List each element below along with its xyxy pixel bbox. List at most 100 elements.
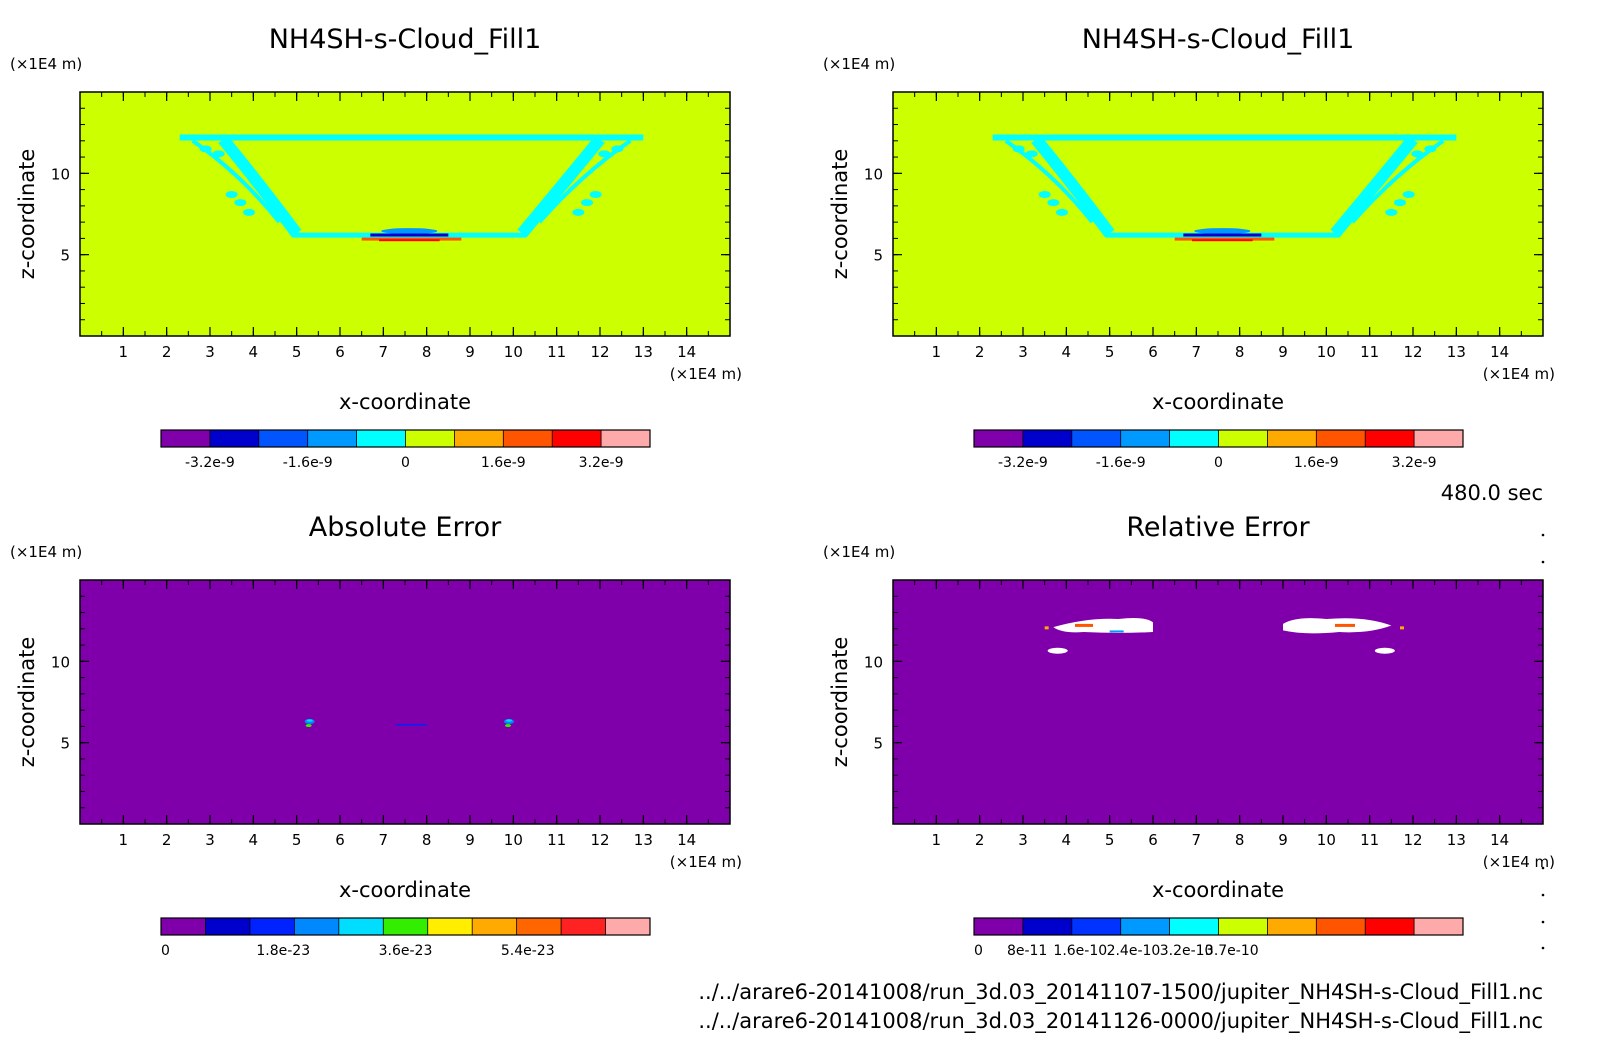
colorbar: 0 1.8e-23 3.6e-23 5.4e-23 <box>160 917 651 959</box>
x-tick-label: 9 <box>465 831 475 849</box>
cloud-blob <box>589 190 602 198</box>
cloud-center-navy <box>1183 233 1262 237</box>
cloud-blob <box>199 145 212 153</box>
time-label: 480.0 sec <box>1441 481 1543 505</box>
x-tick-label: 13 <box>634 831 653 849</box>
colorbar-swatch <box>472 918 518 935</box>
x-tick-label: 12 <box>1403 831 1422 849</box>
cloud-blob <box>225 190 238 198</box>
cloud-blob <box>234 199 247 207</box>
colorbar-swatch <box>1169 918 1219 935</box>
x-tick-label: 13 <box>634 343 653 361</box>
cloud-center-navy <box>370 233 449 237</box>
colorbar-swatch <box>1267 918 1317 935</box>
colorbar-swatch <box>974 918 1024 935</box>
rel-spot <box>1400 626 1404 630</box>
error-spot-core <box>306 719 313 722</box>
x-tick-label: 4 <box>249 343 259 361</box>
colorbar-swatch <box>161 918 206 935</box>
colorbar-swatch <box>258 430 309 447</box>
margin-dot <box>1541 893 1545 897</box>
colorbar-tick-label: 5.4e-23 <box>501 943 555 959</box>
cloud-blob <box>1012 145 1025 153</box>
x-tick-label: 4 <box>249 831 259 849</box>
x-tick-label: 2 <box>975 343 985 361</box>
cloud-blob <box>243 208 255 216</box>
panel-3: Absolute Error(×1E4 m)1 2 3 4 5 6 7 8 9 10 11 12 13 1… <box>10 512 742 959</box>
colorbar-tick-label: -3.2e-9 <box>185 455 235 471</box>
colorbar-swatch <box>383 918 429 935</box>
panel-title: Relative Error <box>1126 512 1310 543</box>
field-area <box>80 580 730 824</box>
y-unit: (×1E4 m) <box>10 55 82 73</box>
colorbar-tick-label: -3.2e-9 <box>998 455 1048 471</box>
undefined-region-left <box>1053 617 1153 633</box>
colorbar-swatch <box>552 430 602 447</box>
cloud-blob <box>1025 150 1038 158</box>
margin-dot <box>1541 866 1545 870</box>
x-tick-label: 5 <box>1105 343 1115 361</box>
colorbar-frame <box>160 917 651 936</box>
x-tick-label: 1 <box>932 831 942 849</box>
x-tick-label: 3 <box>205 831 215 849</box>
x-tick-label: 1 <box>119 343 129 361</box>
x-tick-label: 4 <box>1062 343 1072 361</box>
colorbar-tick-label: 0 <box>1214 455 1223 471</box>
margin-dot <box>1541 533 1545 537</box>
x-tick-label: 1 <box>119 831 129 849</box>
panel-4: Relative Error(×1E4 m)1 2 3 4 5 6 7 8 9 10 11 12 13 1… <box>823 512 1555 959</box>
colorbar-swatch <box>601 430 651 447</box>
cloud-center-blue <box>381 228 438 235</box>
x-tick-label: 8 <box>422 831 432 849</box>
y-axis-label: z-coordinate <box>15 637 39 768</box>
colorbar-tick-label: 1.8e-23 <box>256 943 310 959</box>
panel-1: NH4SH-s-Cloud_Fill1(×1E4 m)1 2 3 4 5 6 7 8 9 10 11… <box>10 24 742 471</box>
x-tick-label: 7 <box>1192 831 1202 849</box>
cloud-left-edge <box>1031 135 1115 238</box>
colorbar-swatch <box>356 430 406 447</box>
colorbar-tick-label: 3.6e-23 <box>379 943 433 959</box>
x-tick-label: 13 <box>1447 831 1466 849</box>
field-area <box>80 92 730 336</box>
x-tick-label: 2 <box>975 831 985 849</box>
x-tick-label: 5 <box>292 343 302 361</box>
colorbar-swatch <box>1120 918 1171 935</box>
colorbar-swatch <box>161 430 211 447</box>
x-tick-label: 12 <box>590 831 609 849</box>
colorbar-swatch <box>503 430 553 447</box>
colorbar: -3.2e-9 -1.6e-9 0 1.6e-9 3.2e-9 <box>160 429 651 471</box>
colorbar-swatch <box>1071 430 1122 447</box>
x-tick-label: 6 <box>1148 831 1158 849</box>
x-tick-label: 11 <box>547 343 566 361</box>
colorbar-swatch <box>974 430 1024 447</box>
field-background <box>893 580 1543 824</box>
colorbar-tick-label: 0 <box>161 943 170 959</box>
cloud-blob <box>1047 199 1060 207</box>
x-tick-label: 3 <box>1018 831 1028 849</box>
colorbar-swatch <box>1414 918 1464 935</box>
cloud-blob <box>581 199 593 207</box>
rel-spot <box>1075 623 1093 627</box>
colorbar-swatch <box>338 918 384 935</box>
colorbar-swatch <box>1316 430 1366 447</box>
rel-spot <box>1335 623 1355 627</box>
cloud-center-red <box>379 239 440 242</box>
cloud-blob <box>598 150 611 158</box>
x-tick-label: 3 <box>1018 343 1028 361</box>
x-tick-label: 6 <box>335 831 345 849</box>
colorbar-swatch <box>605 918 651 935</box>
x-tick-label: 11 <box>1360 343 1379 361</box>
colorbar-swatch <box>405 430 455 447</box>
rel-spot <box>1044 626 1049 630</box>
colorbar-swatch <box>561 918 607 935</box>
error-spot-center <box>396 723 427 726</box>
y-tick-label: 10 <box>51 653 70 671</box>
colorbar-swatch <box>1169 430 1219 447</box>
cloud-right-edge <box>1330 135 1418 238</box>
y-axis-label: z-coordinate <box>828 149 852 280</box>
y-tick-label: 10 <box>864 653 883 671</box>
x-tick-label: 5 <box>292 831 302 849</box>
field-area <box>893 580 1543 824</box>
x-tick-label: 3 <box>205 343 215 361</box>
